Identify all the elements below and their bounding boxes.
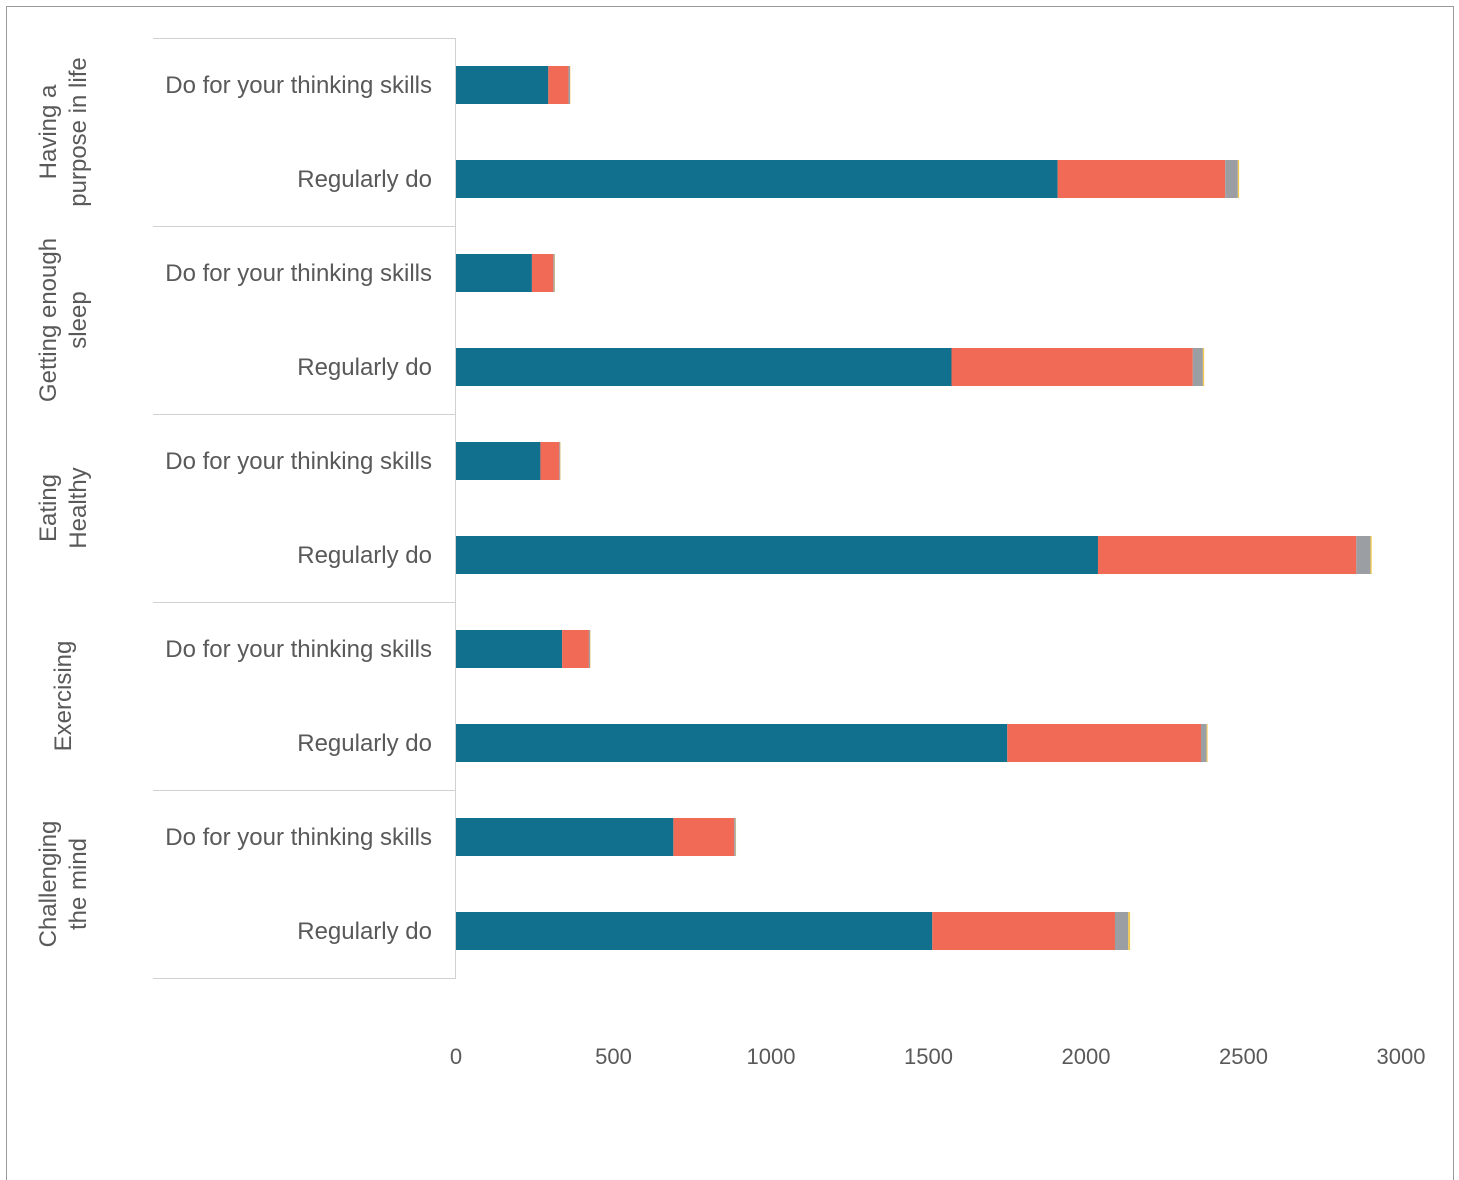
bar-segment — [1192, 348, 1203, 386]
group-label-line: Eating — [35, 474, 62, 542]
row-label: Regularly do — [297, 918, 432, 945]
group-label-line: purpose in life — [65, 57, 92, 206]
bar-segment — [540, 442, 560, 480]
bar-segment — [1200, 724, 1207, 762]
bar-segment — [1206, 724, 1208, 762]
x-axis-ticks: 0 500 1000 1500 2000 2500 3000 — [450, 1044, 1426, 1069]
bar-segment — [548, 66, 569, 104]
bar-segment — [456, 630, 563, 668]
bar-segment — [456, 442, 541, 480]
bar-segment — [456, 348, 952, 386]
row-labels: Do for your thinking skills Regularly do D… — [165, 72, 432, 945]
group-label-line: Having a — [35, 84, 62, 179]
category-separators — [153, 38, 456, 979]
row-label: Do for your thinking skills — [165, 260, 432, 287]
bar-segment — [559, 442, 561, 480]
bar-segment — [531, 254, 554, 292]
x-tick-label: 2000 — [1062, 1044, 1111, 1069]
bar-segment — [456, 536, 1098, 574]
group-label: Exercising — [50, 641, 77, 752]
group-labels: Having a purpose in life Getting enough sle… — [35, 57, 92, 947]
row-label: Regularly do — [297, 166, 432, 193]
bar-segment — [1225, 160, 1238, 198]
bar-segment — [932, 912, 1115, 950]
bar-segment — [562, 630, 589, 668]
bar-segment — [456, 160, 1058, 198]
group-label-line: sleep — [65, 291, 92, 348]
bar-segment — [1097, 536, 1357, 574]
bar-segment — [456, 254, 532, 292]
row-label: Do for your thinking skills — [165, 72, 432, 99]
x-tick-label: 500 — [595, 1044, 632, 1069]
bar-segment — [588, 630, 591, 668]
bar-segment — [734, 818, 736, 856]
row-label: Do for your thinking skills — [165, 448, 432, 475]
bar-segment — [553, 254, 555, 292]
bar-segment — [1128, 912, 1131, 950]
x-tick-label: 1500 — [904, 1044, 953, 1069]
bar-segment — [1370, 536, 1372, 574]
bar-segment — [951, 348, 1193, 386]
chart-frame — [6, 6, 1454, 1180]
group-label-line: Exercising — [50, 641, 77, 752]
bar-segment — [456, 724, 1008, 762]
x-tick-label: 2500 — [1219, 1044, 1268, 1069]
bar-segment — [568, 66, 571, 104]
group-label: Challenging the mind — [35, 821, 92, 948]
bar-segment — [1057, 160, 1226, 198]
bar-segment — [456, 912, 933, 950]
group-label-line: the mind — [65, 838, 92, 930]
bar-segment — [1237, 160, 1240, 198]
bar-segment — [1356, 536, 1371, 574]
row-label: Regularly do — [297, 354, 432, 381]
x-tick-label: 1000 — [747, 1044, 796, 1069]
bar-segment — [1114, 912, 1129, 950]
group-label: Eating Healthy — [35, 467, 92, 548]
bar-segment — [1202, 348, 1205, 386]
bar-segment — [673, 818, 735, 856]
bars — [456, 66, 1372, 950]
x-tick-label: 3000 — [1377, 1044, 1426, 1069]
row-label: Do for your thinking skills — [165, 824, 432, 851]
row-label: Regularly do — [297, 542, 432, 569]
group-label-line: Challenging — [35, 821, 62, 948]
group-label-line: Getting enough — [35, 238, 62, 402]
row-label: Regularly do — [297, 730, 432, 757]
bar-segment — [456, 66, 549, 104]
group-label: Having a purpose in life — [35, 57, 92, 206]
bar-segment — [1007, 724, 1201, 762]
row-label: Do for your thinking skills — [165, 636, 432, 663]
group-label: Getting enough sleep — [35, 238, 92, 402]
bar-segment — [456, 818, 674, 856]
x-tick-label: 0 — [450, 1044, 462, 1069]
group-label-line: Healthy — [65, 467, 92, 548]
